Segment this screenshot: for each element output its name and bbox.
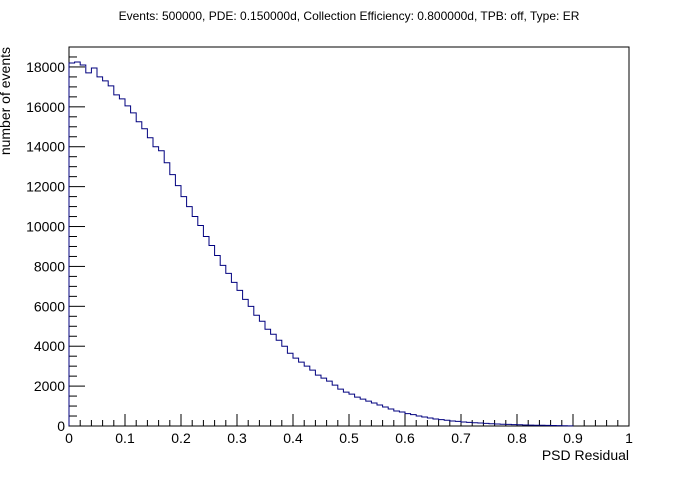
y-tick-label: 12000 bbox=[26, 179, 65, 195]
x-axis-label: PSD Residual bbox=[542, 447, 629, 463]
x-tick-label: 0.5 bbox=[339, 430, 359, 446]
x-axis-ticks bbox=[68, 414, 630, 426]
x-tick-label: 1 bbox=[625, 430, 633, 446]
y-tick-label: 2000 bbox=[34, 378, 65, 394]
y-tick-label: 0 bbox=[57, 418, 65, 434]
y-axis-tick-labels: 0 2000 4000 6000 8000 10000 12000 14000 16000 180… bbox=[26, 59, 65, 434]
plot-frame bbox=[68, 46, 630, 427]
x-tick-label: 0.3 bbox=[227, 430, 247, 446]
histogram-series-line bbox=[68, 61, 574, 427]
y-tick-label: 14000 bbox=[26, 139, 65, 155]
y-tick-label: 16000 bbox=[26, 99, 65, 115]
x-tick-label: 0.1 bbox=[115, 430, 135, 446]
x-axis-tick-labels: 0 0.1 0.2 0.3 0.4 0.5 0.6 0.7 0.8 0.9 1 bbox=[65, 430, 633, 446]
x-tick-label: 0 bbox=[65, 430, 73, 446]
y-tick-label: 10000 bbox=[26, 219, 65, 235]
y-axis-ticks bbox=[69, 46, 85, 427]
x-tick-label: 0.9 bbox=[563, 430, 583, 446]
y-tick-label: 4000 bbox=[34, 338, 65, 354]
x-tick-label: 0.7 bbox=[451, 430, 471, 446]
y-tick-label: 8000 bbox=[34, 258, 65, 274]
x-tick-label: 0.8 bbox=[507, 430, 527, 446]
y-tick-label: 18000 bbox=[26, 59, 65, 75]
x-tick-label: 0.4 bbox=[283, 430, 303, 446]
x-tick-label: 0.6 bbox=[395, 430, 415, 446]
y-axis-label: number of events bbox=[0, 47, 13, 155]
y-tick-label: 6000 bbox=[34, 298, 65, 314]
chart-title: Events: 500000, PDE: 0.150000d, Collecti… bbox=[119, 9, 580, 23]
x-tick-label: 0.2 bbox=[171, 430, 191, 446]
